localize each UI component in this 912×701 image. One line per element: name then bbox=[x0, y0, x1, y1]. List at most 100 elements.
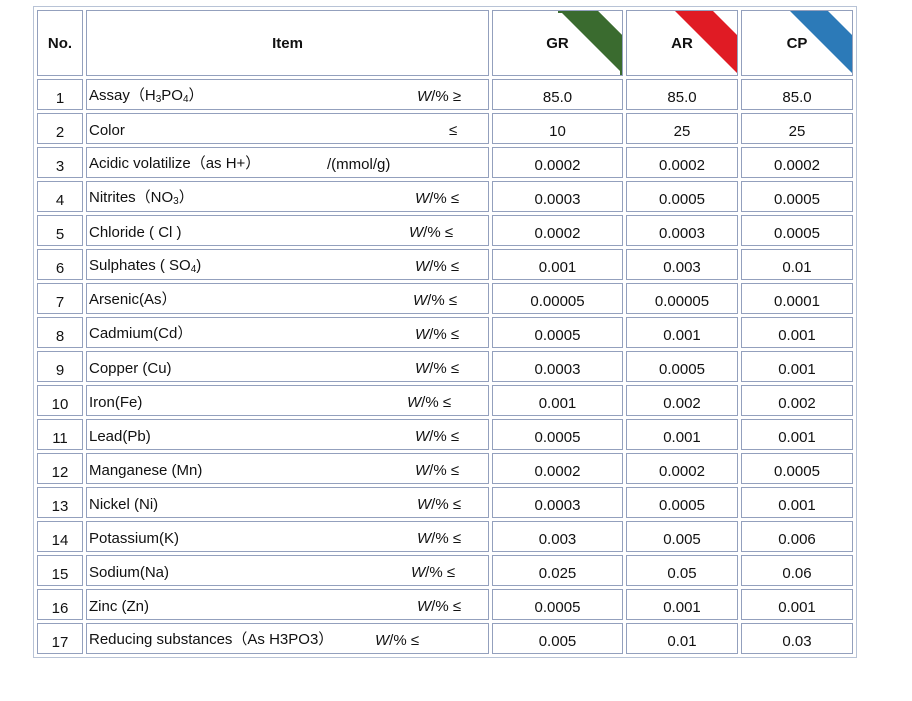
value-cell-ar: 0.0002 bbox=[626, 147, 738, 178]
value-cell-cp: 0.006 bbox=[741, 521, 853, 552]
value-cell-gr: 0.0003 bbox=[492, 181, 623, 212]
value-cell-ar: 0.0005 bbox=[626, 487, 738, 518]
unit-limit: /% ≤ bbox=[389, 632, 420, 649]
green-ribbon-icon bbox=[558, 11, 622, 75]
item-name-subscript: 3 bbox=[173, 196, 179, 207]
value-cell-gr: 0.005 bbox=[492, 623, 623, 654]
item-name-part: Lead(Pb) bbox=[89, 428, 151, 445]
value-gr: 0.0002 bbox=[534, 463, 581, 480]
value-ar: 0.00005 bbox=[654, 293, 710, 310]
table-row: 12 Manganese (Mn) W/% ≤ 0.0002 0.0002 0.0005 bbox=[37, 453, 853, 484]
row-number: 13 bbox=[37, 487, 83, 518]
item-unit: W/% ≤ bbox=[415, 428, 459, 445]
value-cell-cp: 0.0002 bbox=[741, 147, 853, 178]
item-name: Reducing substances（As H3PO3） bbox=[89, 628, 333, 649]
item-cell: Color ≤ bbox=[86, 113, 489, 144]
table-row: 3 Acidic volatilize（as H+） /(mmol/g) 0.0002… bbox=[37, 147, 853, 178]
table-row: 7 Arsenic(As） W/% ≤ 0.00005 0.00005 0.0001 bbox=[37, 283, 853, 314]
value-cell-ar: 0.001 bbox=[626, 419, 738, 450]
value-gr: 10 bbox=[549, 123, 566, 140]
value-gr: 0.0003 bbox=[534, 361, 581, 378]
unit-limit: /% ≤ bbox=[423, 224, 454, 241]
header-grade-ar: AR bbox=[626, 10, 738, 76]
item-name: Nitrites（NO3） bbox=[89, 186, 194, 207]
unit-limit: /% ≤ bbox=[431, 496, 462, 513]
value-gr: 0.0005 bbox=[534, 327, 581, 344]
item-name: Potassium(K) bbox=[89, 530, 179, 547]
item-unit: W/% ≤ bbox=[415, 190, 459, 207]
value-cell-gr: 10 bbox=[492, 113, 623, 144]
table-row: 6 Sulphates ( SO4) W/% ≤ 0.001 0.003 0.01 bbox=[37, 249, 853, 280]
item-name-part: Copper (Cu) bbox=[89, 360, 172, 377]
item-name: Lead(Pb) bbox=[89, 428, 151, 445]
table-row: 15 Sodium(Na) W/% ≤ 0.025 0.05 0.06 bbox=[37, 555, 853, 586]
item-name-part: Nickel (Ni) bbox=[89, 496, 159, 513]
value-cell-ar: 0.0003 bbox=[626, 215, 738, 246]
value-cp: 0.001 bbox=[778, 327, 816, 344]
table-row: 10 Iron(Fe) W/% ≤ 0.001 0.002 0.002 bbox=[37, 385, 853, 416]
value-cell-cp: 0.001 bbox=[741, 589, 853, 620]
item-name-part: Assay（H bbox=[89, 87, 156, 104]
value-ar: 0.0005 bbox=[659, 361, 705, 378]
value-ar: 0.0005 bbox=[659, 191, 705, 208]
header-row: No. Item GR AR CP bbox=[37, 10, 853, 76]
item-unit: W/% ≤ bbox=[409, 224, 453, 241]
value-cell-ar: 0.003 bbox=[626, 249, 738, 280]
item-name-part: Chloride ( Cl ) bbox=[89, 224, 182, 241]
unit-symbol: W bbox=[415, 360, 430, 377]
item-unit: W/% ≤ bbox=[411, 564, 455, 581]
value-gr: 0.001 bbox=[538, 395, 577, 412]
item-name: Manganese (Mn) bbox=[89, 462, 202, 479]
value-cp: 85.0 bbox=[782, 89, 812, 106]
value-cell-gr: 85.0 bbox=[492, 79, 623, 110]
table-row: 17 Reducing substances（As H3PO3） W/% ≤ 0.00… bbox=[37, 623, 853, 654]
unit-symbol: W bbox=[415, 190, 430, 207]
item-cell: Sodium(Na) W/% ≤ bbox=[86, 555, 489, 586]
red-ribbon-icon bbox=[675, 11, 737, 73]
item-name-part: Iron(Fe) bbox=[89, 394, 143, 411]
item-name-subscript: 4 bbox=[182, 94, 189, 105]
value-cell-gr: 0.0002 bbox=[492, 453, 623, 484]
item-name-part: Color bbox=[89, 122, 125, 139]
item-name: Sodium(Na) bbox=[89, 564, 169, 581]
item-name-part: Sulphates ( SO bbox=[89, 257, 191, 274]
value-gr: 0.0003 bbox=[534, 497, 581, 514]
item-unit: W/% ≤ bbox=[417, 530, 461, 547]
item-name: Chloride ( Cl ) bbox=[89, 224, 182, 241]
item-name: Color bbox=[89, 122, 125, 139]
grade-label: AR bbox=[671, 34, 693, 52]
value-cell-cp: 0.0005 bbox=[741, 181, 853, 212]
item-cell: Zinc (Zn) W/% ≤ bbox=[86, 589, 489, 620]
row-number: 17 bbox=[37, 623, 83, 654]
table-row: 5 Chloride ( Cl ) W/% ≤ 0.0002 0.0003 0.0005 bbox=[37, 215, 853, 246]
table-body: 1 Assay（H3PO4） W/% ≥85.0 85.0 85.0 2 Color ≤10 2… bbox=[37, 79, 853, 654]
item-cell: Iron(Fe) W/% ≤ bbox=[86, 385, 489, 416]
unit-symbol: W bbox=[415, 462, 430, 479]
row-number: 16 bbox=[37, 589, 83, 620]
item-name: Nickel (Ni) bbox=[89, 496, 158, 513]
value-cell-ar: 0.01 bbox=[626, 623, 738, 654]
header-item: Item bbox=[86, 10, 489, 76]
unit-symbol: W bbox=[413, 292, 428, 309]
item-cell: Potassium(K) W/% ≤ bbox=[86, 521, 489, 552]
value-gr: 0.005 bbox=[538, 633, 577, 650]
value-cell-cp: 0.06 bbox=[741, 555, 853, 586]
value-gr: 0.0002 bbox=[534, 225, 581, 242]
ribbon-band bbox=[790, 11, 852, 73]
unit-limit: ≤ bbox=[449, 122, 458, 139]
item-name-part: Nitrites（NO bbox=[89, 189, 174, 206]
value-ar: 0.001 bbox=[663, 327, 701, 344]
value-gr: 0.0005 bbox=[534, 599, 581, 616]
table-row: 14 Potassium(K) W/% ≤ 0.003 0.005 0.006 bbox=[37, 521, 853, 552]
unit-limit: /% ≤ bbox=[427, 292, 458, 309]
item-name-part: Acidic volatilize（as H+） bbox=[89, 155, 261, 172]
item-name-part: Cadmium(Cd） bbox=[89, 325, 193, 342]
value-cell-gr: 0.0002 bbox=[492, 215, 623, 246]
value-cp: 0.01 bbox=[782, 259, 812, 276]
item-unit: W/% ≤ bbox=[415, 258, 459, 275]
value-ar: 0.002 bbox=[663, 395, 701, 412]
header-grade-gr: GR bbox=[492, 10, 623, 76]
item-name: Acidic volatilize（as H+） bbox=[89, 152, 260, 173]
value-gr: 0.0003 bbox=[534, 191, 581, 208]
value-cell-cp: 0.001 bbox=[741, 487, 853, 518]
